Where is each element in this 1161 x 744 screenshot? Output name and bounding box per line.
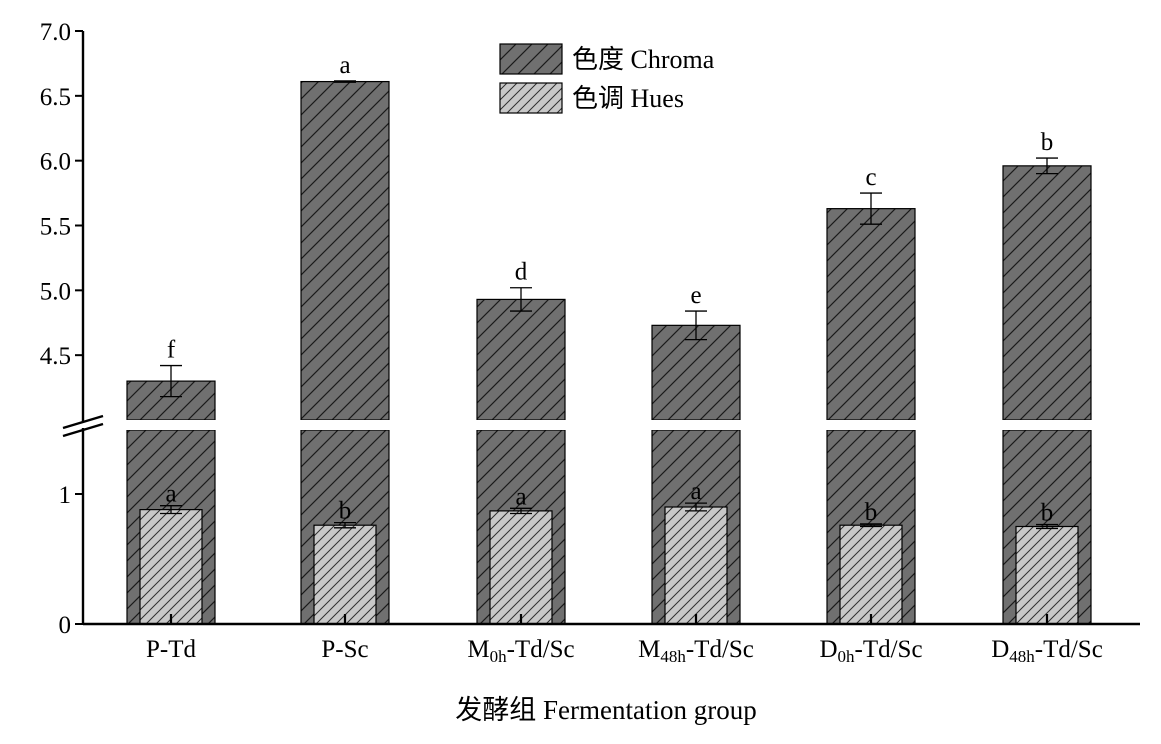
chroma-significance-label: a	[339, 52, 350, 79]
y-tick-label: 5.5	[40, 214, 71, 241]
chroma-bar-upper	[826, 208, 916, 421]
axes-layer	[62, 30, 1140, 626]
hues-bar	[489, 510, 553, 625]
hues-bar	[313, 524, 377, 625]
labels-layer: f a d e c b a b a a b b 4.5 5.0 5.5 6.0 6.5 7.0 0 1 P-Td P-Sc…	[40, 19, 1103, 666]
legend-label: 色度 Chroma	[572, 45, 715, 74]
hues-bar	[1015, 525, 1079, 625]
chroma-significance-label: e	[690, 282, 701, 309]
y-tick-label: 5.0	[40, 278, 71, 305]
hues-bar	[139, 509, 203, 625]
hues-significance-label: b	[865, 499, 878, 526]
x-tick-label: P-Td	[146, 636, 197, 663]
x-tick-label: D48h-Td/Sc	[991, 636, 1103, 666]
y-tick-label: 1	[59, 482, 72, 509]
legend: 色度 Chroma 色调 Hues	[499, 43, 715, 114]
legend-swatch	[499, 43, 563, 75]
axis-break-mark	[62, 414, 104, 430]
chroma-significance-label: c	[865, 164, 876, 191]
chroma-significance-label: b	[1041, 129, 1054, 156]
hues-significance-label: a	[515, 483, 526, 510]
x-tick-label: M48h-Td/Sc	[638, 636, 754, 666]
chroma-bar-upper	[1002, 165, 1092, 421]
y-tick-label: 6.5	[40, 84, 71, 111]
y-tick-label: 6.0	[40, 149, 71, 176]
y-tick-label: 7.0	[40, 19, 71, 46]
hues-significance-label: b	[339, 498, 352, 525]
x-axis-title: 发酵组 Fermentation group	[455, 695, 756, 725]
x-tick-label: D0h-Td/Sc	[819, 636, 922, 666]
bars-layer	[53, 80, 1150, 625]
hues-bar	[839, 524, 903, 625]
chroma-significance-label: f	[167, 337, 176, 364]
x-tick-label: M0h-Td/Sc	[467, 636, 574, 666]
hues-bar	[664, 506, 728, 625]
hues-significance-label: a	[165, 481, 176, 508]
chroma-bar-upper	[651, 324, 741, 421]
y-tick-label: 0	[59, 612, 72, 639]
axis-break-mark	[62, 422, 104, 438]
chroma-significance-label: d	[515, 259, 528, 286]
legend-swatch	[499, 82, 563, 114]
y-tick-label: 4.5	[40, 343, 71, 370]
hues-significance-label: b	[1041, 500, 1054, 527]
legend-label: 色调 Hues	[572, 84, 684, 113]
axis-break-band	[53, 420, 1150, 430]
chroma-bar-upper	[476, 298, 566, 421]
hues-significance-label: a	[690, 478, 701, 505]
x-tick-label: P-Sc	[321, 636, 368, 663]
chroma-bar-upper	[300, 80, 390, 421]
